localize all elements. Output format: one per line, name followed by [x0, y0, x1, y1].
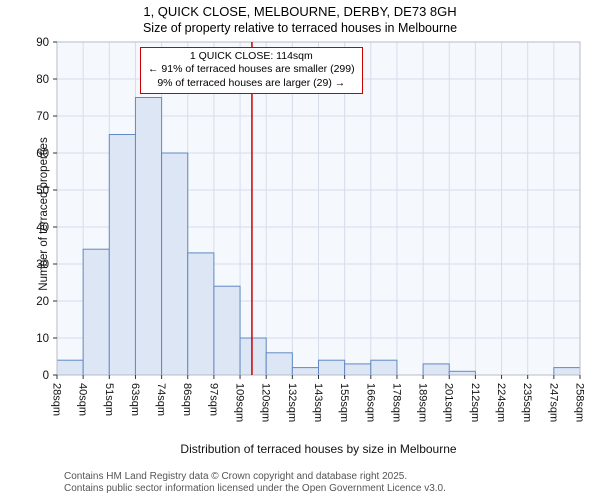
annotation-line-2: ← 91% of terraced houses are smaller (29…	[148, 63, 355, 76]
histogram-bar	[108, 134, 136, 376]
x-axis-label: Distribution of terraced houses by size …	[180, 442, 457, 456]
x-tick-label: 120sqm	[260, 383, 272, 422]
y-tick-label: 80	[36, 74, 49, 86]
y-tick-label: 60	[36, 148, 49, 160]
x-tick-label: 86sqm	[181, 383, 193, 416]
y-tick-label: 90	[36, 37, 49, 49]
x-tick-label: 201sqm	[443, 383, 455, 422]
histogram-bar	[291, 367, 320, 376]
histogram-bar	[344, 363, 372, 376]
annotation-line-3: 9% of terraced houses are larger (29) →	[157, 76, 346, 89]
histogram-bar	[82, 248, 110, 376]
histogram-bar	[448, 370, 476, 376]
y-tick-label: 40	[36, 222, 49, 234]
x-tick-label: 51sqm	[103, 383, 115, 416]
chart-title: 1, QUICK CLOSE, MELBOURNE, DERBY, DE73 8…	[143, 4, 457, 19]
x-tick-label: 258sqm	[573, 383, 585, 422]
histogram-bar	[370, 359, 398, 376]
histogram-bar	[239, 337, 267, 376]
footer-line-1: Contains HM Land Registry data © Crown c…	[64, 471, 408, 482]
x-tick-label: 143sqm	[312, 383, 324, 422]
x-tick-label: 247sqm	[547, 383, 559, 422]
x-tick-label: 235sqm	[521, 383, 533, 422]
marker-annotation: 1 QUICK CLOSE: 114sqm ← 91% of terraced …	[140, 47, 363, 95]
footer-line-2: Contains public sector information licen…	[64, 482, 446, 494]
x-tick-label: 155sqm	[338, 383, 350, 422]
x-tick-label: 132sqm	[286, 383, 298, 422]
x-tick-label: 166sqm	[364, 383, 376, 422]
x-tick-label: 109sqm	[234, 383, 246, 422]
histogram-bar	[422, 363, 450, 376]
histogram-bar	[134, 97, 163, 376]
histogram-bar	[56, 359, 84, 376]
y-tick-label: 0	[43, 370, 49, 382]
histogram-bar	[553, 367, 581, 376]
footer: Contains HM Land Registry data © Crown c…	[64, 471, 446, 494]
chart-subtitle: Size of property relative to terraced ho…	[142, 21, 458, 35]
x-tick-label: 189sqm	[417, 383, 429, 422]
x-tick-label: 97sqm	[207, 383, 219, 416]
histogram-bar	[265, 352, 293, 376]
x-tick-label: 224sqm	[495, 383, 507, 422]
y-tick-label: 50	[36, 185, 49, 197]
x-tick-label: 178sqm	[390, 383, 402, 422]
histogram-bar	[318, 359, 346, 376]
y-tick-label: 30	[36, 259, 49, 271]
y-tick-label: 20	[36, 296, 49, 308]
y-tick-label: 10	[36, 333, 49, 345]
histogram-bar	[187, 252, 215, 376]
x-tick-label: 63sqm	[129, 383, 141, 416]
y-tick-label: 70	[36, 111, 49, 123]
x-tick-label: 212sqm	[469, 383, 481, 422]
x-tick-label: 74sqm	[155, 383, 167, 416]
annotation-line-1: 1 QUICK CLOSE: 114sqm	[189, 50, 313, 62]
x-tick-label: 28sqm	[50, 383, 62, 416]
histogram-bar	[213, 285, 241, 376]
histogram-bar	[161, 152, 189, 376]
x-tick-label: 40sqm	[77, 383, 89, 416]
